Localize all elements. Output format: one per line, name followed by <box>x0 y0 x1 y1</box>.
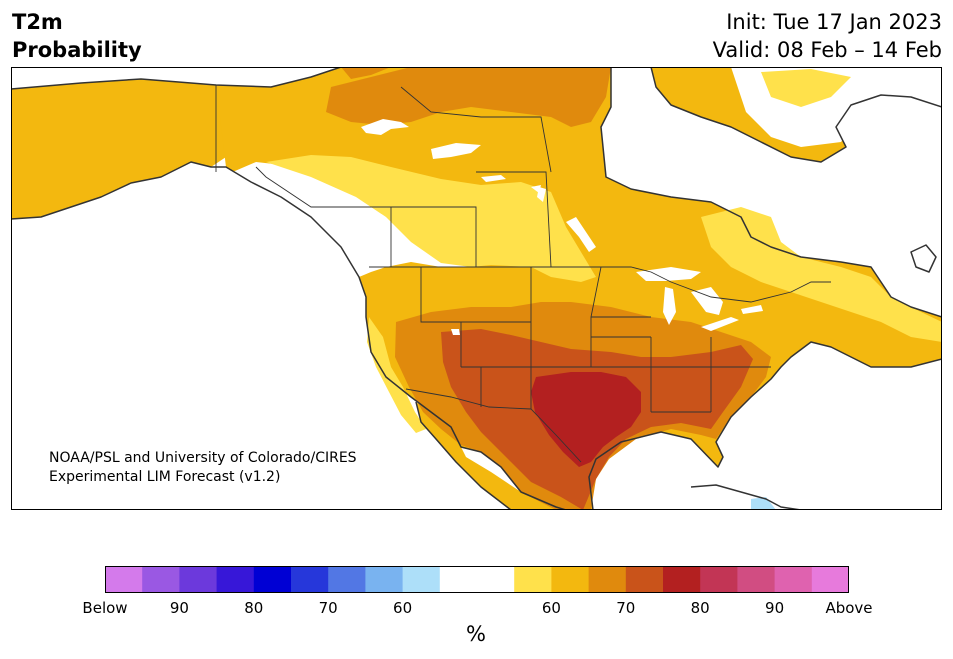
colorbar-segment <box>253 566 292 593</box>
colorbar-segment <box>477 566 515 593</box>
colorbar-segment <box>291 566 329 593</box>
canada-light-band <box>266 155 596 282</box>
colorbar-segment <box>216 566 255 593</box>
eastern-canada-white <box>601 117 942 312</box>
colorbar-segment <box>179 566 218 593</box>
land-shading-80 <box>531 372 641 467</box>
newfoundland-coastline <box>910 244 937 273</box>
colorbar-segment <box>439 566 478 593</box>
colorbar <box>105 566 849 593</box>
title-block: T2m Probability <box>12 8 142 64</box>
greenland-edge-light <box>761 69 851 107</box>
colorbar-segment <box>365 566 404 593</box>
map-frame <box>11 67 942 510</box>
init-date: Init: Tue 17 Jan 2023 <box>726 10 942 34</box>
variable-title: T2m <box>12 10 63 34</box>
colorbar-tick-label: 90 <box>765 599 785 617</box>
date-block: Init: Tue 17 Jan 2023 Valid: 08 Feb – 14… <box>713 8 942 64</box>
quebec-light-band <box>701 207 942 342</box>
colorbar-tick-label: Above <box>825 599 873 617</box>
colorbar-tick-label: 90 <box>169 599 189 617</box>
colorbar-frame <box>105 566 849 593</box>
us-state-borders <box>420 266 771 413</box>
lake-huron <box>691 287 723 315</box>
colorbar-tick-label: Below <box>82 599 128 617</box>
arctic-orange-north <box>341 67 391 79</box>
valid-date: Valid: 08 Feb – 14 Feb <box>712 38 942 62</box>
us-canada-border <box>369 266 831 303</box>
great-salt-lake <box>451 329 460 335</box>
colorbar-segment <box>625 566 664 593</box>
texas-red-core <box>531 372 641 467</box>
quantity-title: Probability <box>12 38 142 62</box>
colorbar-tick-label: 60 <box>541 599 561 617</box>
colorbar-segment <box>514 566 552 593</box>
land-shading-60 <box>266 69 942 433</box>
colorbar-segment <box>402 566 441 593</box>
colorbar-segment <box>663 566 701 593</box>
us-mexico-border <box>405 388 582 463</box>
alaska-land <box>11 79 226 219</box>
colorbar-tick-label: 80 <box>244 599 264 617</box>
colorbar-segment <box>774 566 813 593</box>
baja-coastline <box>415 401 512 510</box>
colorbar-tick-label: 60 <box>393 599 413 617</box>
lake-erie <box>701 317 739 331</box>
canadian-provinces <box>255 86 552 268</box>
colorbar-segment <box>811 566 849 593</box>
colorbar-segment <box>551 566 590 593</box>
hudson-bay-notch <box>531 185 541 193</box>
lake-superior <box>636 267 701 281</box>
lake-michigan <box>663 287 676 325</box>
colorbar-segment <box>142 566 180 593</box>
political-borders <box>215 85 831 463</box>
hudson-bay-coastline <box>600 67 942 318</box>
lake-athabasca <box>481 175 506 182</box>
great-slave-lake <box>431 143 481 159</box>
colorbar-segment <box>737 566 776 593</box>
credit-line-1: NOAA/PSL and University of Colorado/CIRE… <box>49 450 357 466</box>
greenland-coastline <box>650 67 942 163</box>
west-coast-light <box>367 317 426 433</box>
colorbar-segment <box>105 566 143 593</box>
lakes <box>361 119 763 335</box>
colorbar-tick-label: 70 <box>318 599 338 617</box>
colorbar-tick-label: 70 <box>616 599 636 617</box>
colorbar-ticks: Below 90 80 70 60 60 70 80 90 Above <box>0 599 953 619</box>
credit-text: NOAA/PSL and University of Colorado/CIRE… <box>49 449 357 487</box>
colorbar-unit: % <box>466 622 486 646</box>
colorbar-segment <box>588 566 627 593</box>
colorbar-segment <box>328 566 366 593</box>
cuba-coastline <box>690 484 802 510</box>
caribbean-below-normal <box>751 497 776 510</box>
arctic-orange <box>326 67 611 127</box>
lake-winnipeg <box>566 217 596 252</box>
colorbar-tick-label: 80 <box>690 599 710 617</box>
lake-ontario <box>741 305 763 314</box>
credit-line-2: Experimental LIM Forecast (v1.2) <box>49 469 281 485</box>
great-bear-lake <box>361 119 409 135</box>
pacific-northwest-white <box>221 162 476 277</box>
forecast-map <box>11 67 942 510</box>
coastlines <box>11 67 942 510</box>
colorbar-segment <box>700 566 738 593</box>
